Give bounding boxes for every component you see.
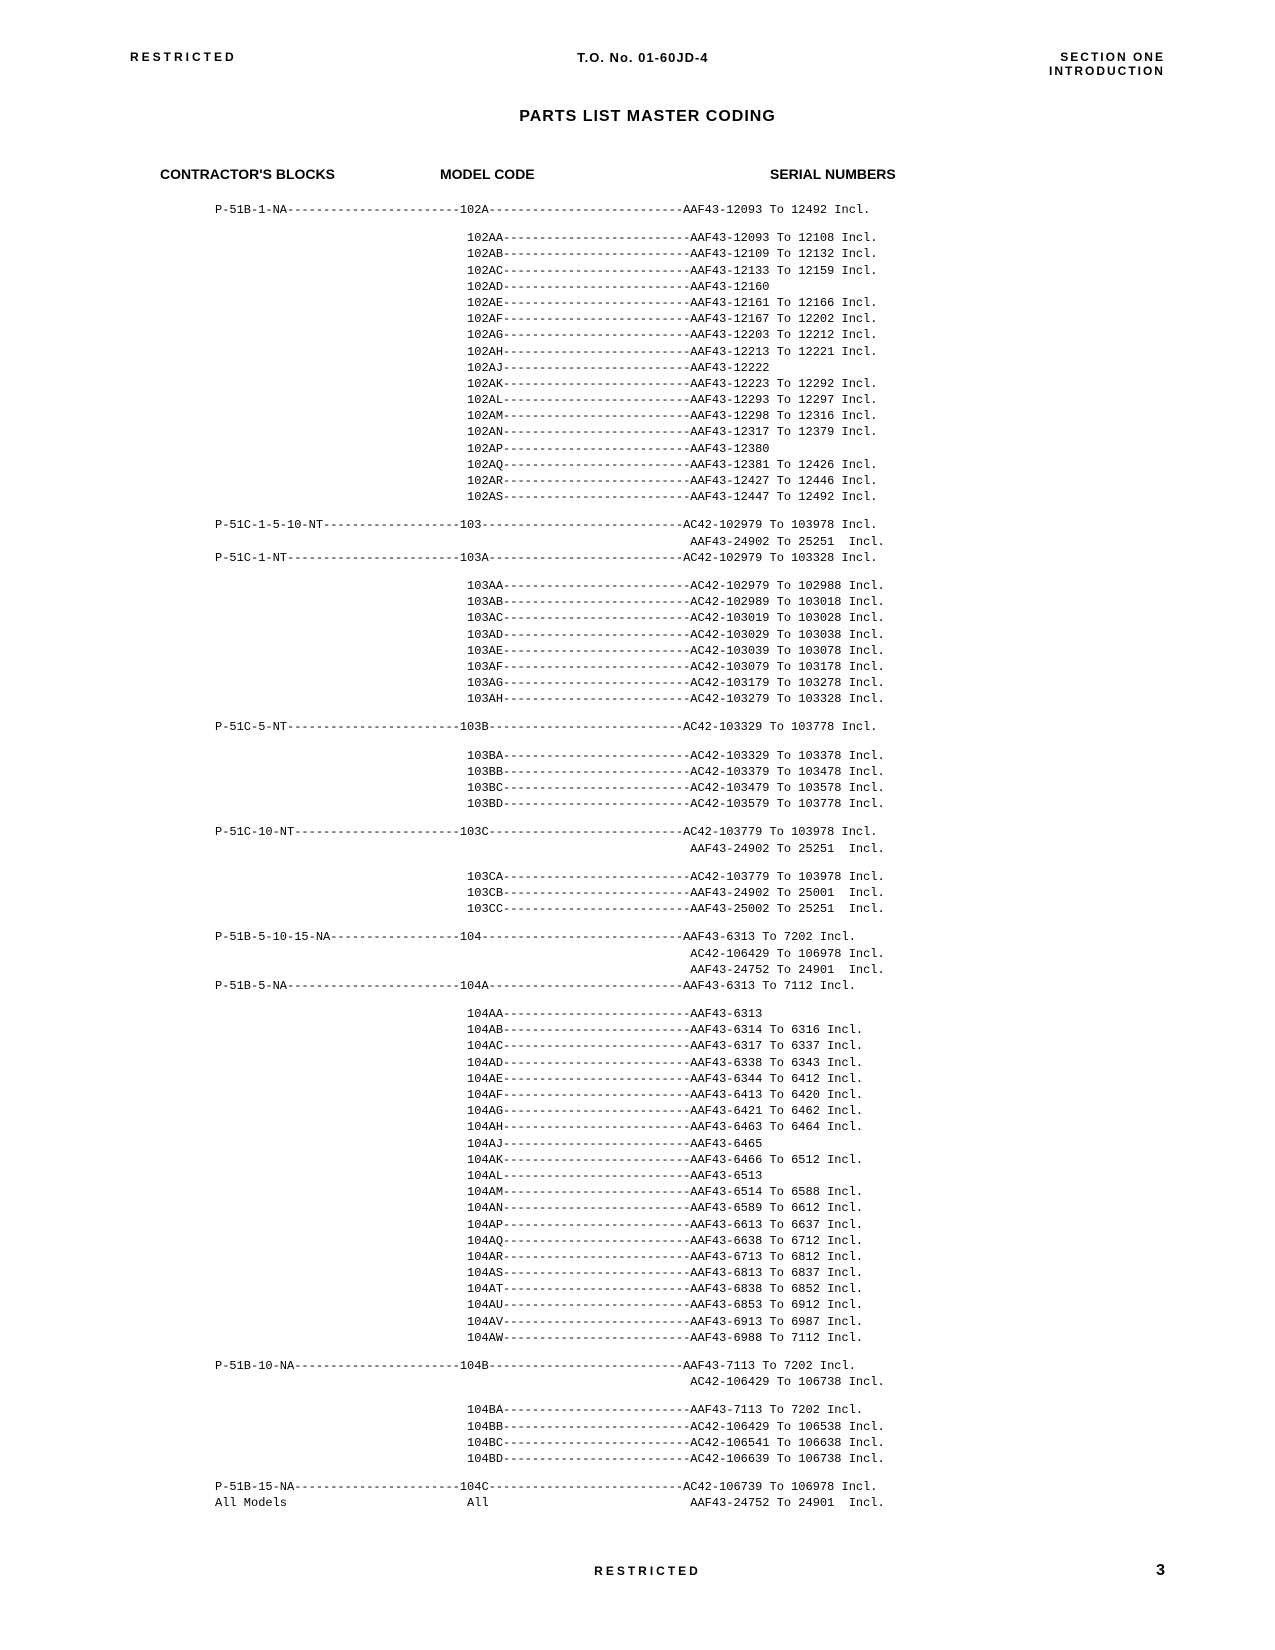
listing-line — [130, 857, 1165, 869]
listing-line: 103AF--------------------------AC42-1030… — [130, 659, 1165, 675]
listing-line: 103AD--------------------------AC42-1030… — [130, 627, 1165, 643]
column-model: MODEL CODE — [440, 166, 690, 182]
listing-line: 102AM--------------------------AAF43-122… — [130, 408, 1165, 424]
listing-line: P-51C-1-5-10-NT-------------------103---… — [130, 517, 1165, 533]
listing-line — [130, 566, 1165, 578]
listing-line: P-51B-5-10-15-NA------------------104---… — [130, 929, 1165, 945]
listing-line: 102AJ--------------------------AAF43-122… — [130, 360, 1165, 376]
listing-line: 104AK--------------------------AAF43-646… — [130, 1152, 1165, 1168]
listing-line: 103AB--------------------------AC42-1029… — [130, 594, 1165, 610]
header-document-number: T.O. No. 01-60JD-4 — [577, 50, 708, 65]
header-restricted: RESTRICTED — [130, 50, 237, 64]
listing-line: P-51B-10-NA-----------------------104B--… — [130, 1358, 1165, 1374]
listing-line: 103CB--------------------------AAF43-249… — [130, 885, 1165, 901]
listing-line: 104AV--------------------------AAF43-691… — [130, 1314, 1165, 1330]
listing-line: P-51C-1-NT------------------------103A--… — [130, 550, 1165, 566]
listing-line: 104AJ--------------------------AAF43-646… — [130, 1136, 1165, 1152]
listing-line: 104AB--------------------------AAF43-631… — [130, 1022, 1165, 1038]
listing-line: 104AE--------------------------AAF43-634… — [130, 1071, 1165, 1087]
listing-line — [130, 736, 1165, 748]
listing-line — [130, 917, 1165, 929]
listing-line: 104AQ--------------------------AAF43-663… — [130, 1233, 1165, 1249]
listing-line: 104AG--------------------------AAF43-642… — [130, 1103, 1165, 1119]
listing-line: 104AF--------------------------AAF43-641… — [130, 1087, 1165, 1103]
footer-restricted: RESTRICTED — [594, 1564, 701, 1578]
listing-line: P-51B-1-NA------------------------102A--… — [130, 202, 1165, 218]
listing-line: 103AH--------------------------AC42-1032… — [130, 691, 1165, 707]
section-label: SECTION ONE — [1049, 50, 1165, 64]
listing-line: 102AK--------------------------AAF43-122… — [130, 376, 1165, 392]
listing-line: 102AA--------------------------AAF43-120… — [130, 230, 1165, 246]
listing-line: 104AT--------------------------AAF43-683… — [130, 1281, 1165, 1297]
listing-line: P-51B-15-NA-----------------------104C--… — [130, 1479, 1165, 1495]
listing-line — [130, 1467, 1165, 1479]
listing-line: 102AE--------------------------AAF43-121… — [130, 295, 1165, 311]
listing-line: 104AM--------------------------AAF43-651… — [130, 1184, 1165, 1200]
listing-line — [130, 994, 1165, 1006]
listing-line: 103BA--------------------------AC42-1033… — [130, 748, 1165, 764]
page-title: PARTS LIST MASTER CODING — [130, 108, 1165, 126]
listing-line: 103CA--------------------------AC42-1037… — [130, 869, 1165, 885]
listing-line: AC42-106429 To 106738 Incl. — [130, 1374, 1165, 1390]
listing-line: 103BD--------------------------AC42-1035… — [130, 796, 1165, 812]
listing-line: 103AA--------------------------AC42-1029… — [130, 578, 1165, 594]
listing-line: 104AW--------------------------AAF43-698… — [130, 1330, 1165, 1346]
header-section: SECTION ONE INTRODUCTION — [1049, 50, 1165, 78]
listing-line: AC42-106429 To 106978 Incl. — [130, 946, 1165, 962]
column-headers: CONTRACTOR'S BLOCKS MODEL CODE SERIAL NU… — [130, 166, 1165, 182]
listing-line — [130, 707, 1165, 719]
listing-line — [130, 812, 1165, 824]
listing-line: 103AE--------------------------AC42-1030… — [130, 643, 1165, 659]
column-contractor: CONTRACTOR'S BLOCKS — [160, 166, 440, 182]
listing-line: 104AA--------------------------AAF43-631… — [130, 1006, 1165, 1022]
listing-line: 103BB--------------------------AC42-1033… — [130, 764, 1165, 780]
listing-line: 102AF--------------------------AAF43-121… — [130, 311, 1165, 327]
parts-listing: P-51B-1-NA------------------------102A--… — [130, 202, 1165, 1512]
listing-line: 102AS--------------------------AAF43-124… — [130, 489, 1165, 505]
listing-line: 102AD--------------------------AAF43-121… — [130, 279, 1165, 295]
listing-line: 104AR--------------------------AAF43-671… — [130, 1249, 1165, 1265]
listing-line: 104AD--------------------------AAF43-633… — [130, 1055, 1165, 1071]
listing-line: 103AG--------------------------AC42-1031… — [130, 675, 1165, 691]
listing-line — [130, 1390, 1165, 1402]
listing-line: 104AH--------------------------AAF43-646… — [130, 1119, 1165, 1135]
listing-line: All Models All AAF43-24752 To 24901 Incl… — [130, 1495, 1165, 1511]
page-number: 3 — [1156, 1562, 1165, 1580]
listing-line: 102AQ--------------------------AAF43-123… — [130, 457, 1165, 473]
listing-line: 104AS--------------------------AAF43-681… — [130, 1265, 1165, 1281]
listing-line: 104BB--------------------------AC42-1064… — [130, 1419, 1165, 1435]
page-footer: RESTRICTED 3 — [130, 1562, 1165, 1580]
listing-line: P-51C-5-NT------------------------103B--… — [130, 719, 1165, 735]
listing-line: AAF43-24752 To 24901 Incl. — [130, 962, 1165, 978]
listing-line: 104AC--------------------------AAF43-631… — [130, 1038, 1165, 1054]
listing-line — [130, 1346, 1165, 1358]
listing-line: 102AG--------------------------AAF43-122… — [130, 327, 1165, 343]
listing-line — [130, 218, 1165, 230]
listing-line: 104BC--------------------------AC42-1065… — [130, 1435, 1165, 1451]
listing-line: 104AN--------------------------AAF43-658… — [130, 1200, 1165, 1216]
listing-line — [130, 505, 1165, 517]
column-serial: SERIAL NUMBERS — [690, 166, 1165, 182]
listing-line: 104AP--------------------------AAF43-661… — [130, 1217, 1165, 1233]
listing-line: 104BA--------------------------AAF43-711… — [130, 1402, 1165, 1418]
listing-line: 102AC--------------------------AAF43-121… — [130, 263, 1165, 279]
listing-line: 103CC--------------------------AAF43-250… — [130, 901, 1165, 917]
listing-line: P-51C-10-NT-----------------------103C--… — [130, 824, 1165, 840]
listing-line: 103BC--------------------------AC42-1034… — [130, 780, 1165, 796]
listing-line: AAF43-24902 To 25251 Incl. — [130, 841, 1165, 857]
listing-line: 102AN--------------------------AAF43-123… — [130, 424, 1165, 440]
listing-line: 104AL--------------------------AAF43-651… — [130, 1168, 1165, 1184]
page-header: RESTRICTED T.O. No. 01-60JD-4 SECTION ON… — [130, 50, 1165, 78]
listing-line: 104BD--------------------------AC42-1066… — [130, 1451, 1165, 1467]
listing-line: 104AU--------------------------AAF43-685… — [130, 1297, 1165, 1313]
listing-line: AAF43-24902 To 25251 Incl. — [130, 534, 1165, 550]
listing-line: 103AC--------------------------AC42-1030… — [130, 610, 1165, 626]
listing-line: P-51B-5-NA------------------------104A--… — [130, 978, 1165, 994]
listing-line: 102AP--------------------------AAF43-123… — [130, 441, 1165, 457]
listing-line: 102AL--------------------------AAF43-122… — [130, 392, 1165, 408]
listing-line: 102AB--------------------------AAF43-121… — [130, 246, 1165, 262]
listing-line: 102AH--------------------------AAF43-122… — [130, 344, 1165, 360]
listing-line: 102AR--------------------------AAF43-124… — [130, 473, 1165, 489]
intro-label: INTRODUCTION — [1049, 64, 1165, 78]
